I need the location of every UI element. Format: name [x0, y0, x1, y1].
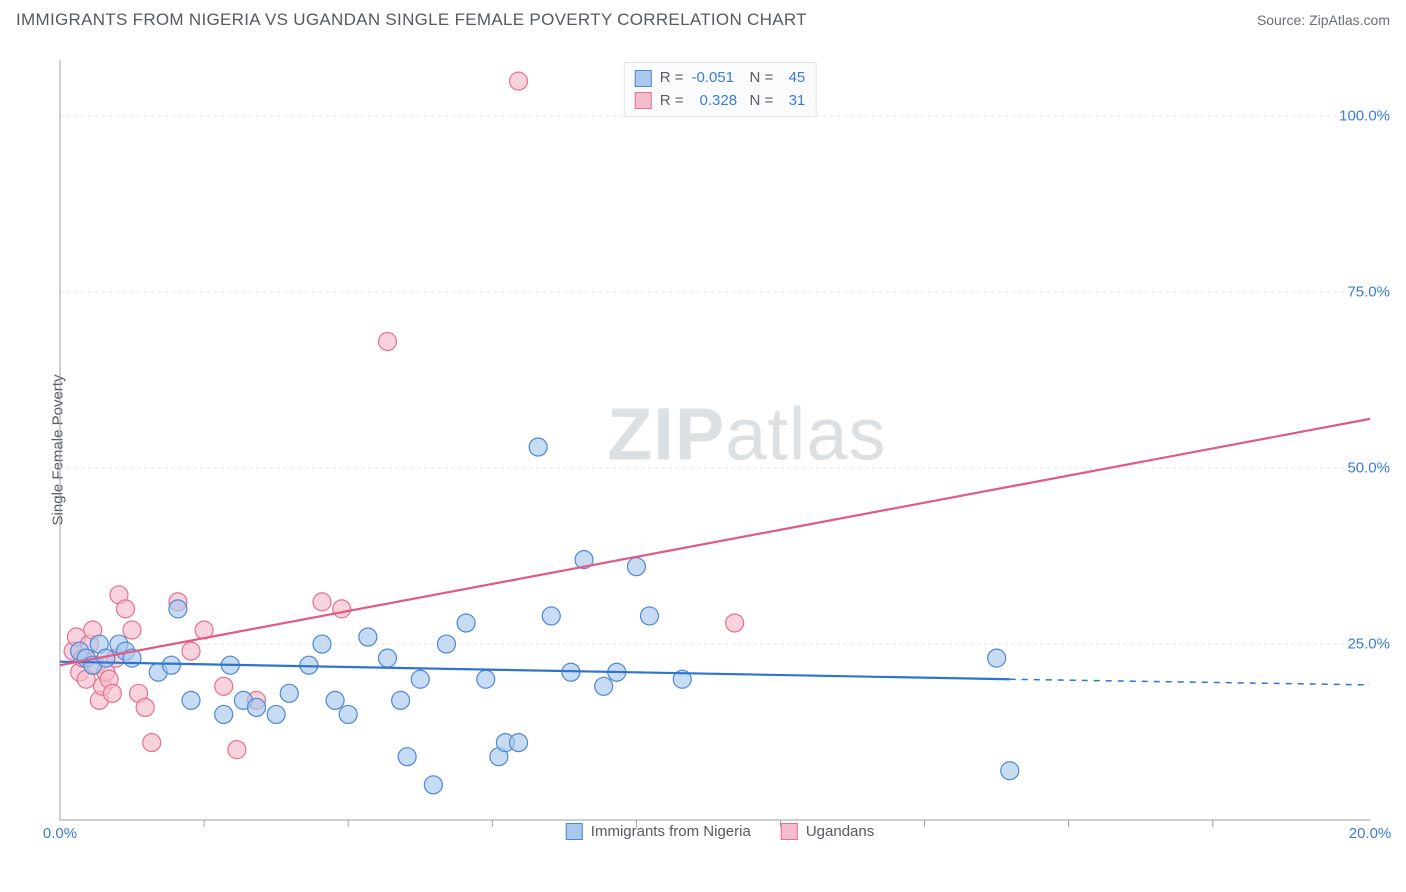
legend-item-1: Immigrants from Nigeria [566, 823, 751, 840]
series1-label: Immigrants from Nigeria [591, 823, 751, 840]
n-label: N = [750, 67, 774, 90]
series1-swatch [635, 70, 652, 87]
series1-r-value: -0.051 [692, 67, 742, 90]
series1-swatch [566, 823, 583, 840]
series2-n-value: 31 [781, 90, 805, 113]
series1-n-value: 45 [781, 67, 805, 90]
source-label: Source: [1257, 12, 1309, 28]
r-label: R = [660, 67, 684, 90]
n-label: N = [750, 90, 774, 113]
scatter-plot [50, 60, 1390, 840]
legend-item-2: Ugandans [781, 823, 874, 840]
y-tick-label: 75.0% [1347, 284, 1390, 301]
series2-swatch [781, 823, 798, 840]
source-credit: Source: ZipAtlas.com [1257, 12, 1390, 28]
chart-title: IMMIGRANTS FROM NIGERIA VS UGANDAN SINGL… [16, 10, 807, 30]
legend-row-2: R = 0.328 N = 31 [635, 90, 806, 113]
y-tick-label: 100.0% [1339, 108, 1390, 125]
legend-row-1: R = -0.051 N = 45 [635, 67, 806, 90]
chart-container: Single Female Poverty ZIPatlas R = -0.05… [50, 60, 1390, 840]
y-tick-label: 50.0% [1347, 460, 1390, 477]
series2-label: Ugandans [806, 823, 874, 840]
series2-swatch [635, 92, 652, 109]
series-legend: Immigrants from Nigeria Ugandans [566, 823, 874, 840]
y-tick-label: 25.0% [1347, 636, 1390, 653]
correlation-legend: R = -0.051 N = 45 R = 0.328 N = 31 [624, 62, 817, 117]
r-label: R = [660, 90, 684, 113]
source-name: ZipAtlas.com [1309, 12, 1390, 28]
series2-r-value: 0.328 [692, 90, 742, 113]
